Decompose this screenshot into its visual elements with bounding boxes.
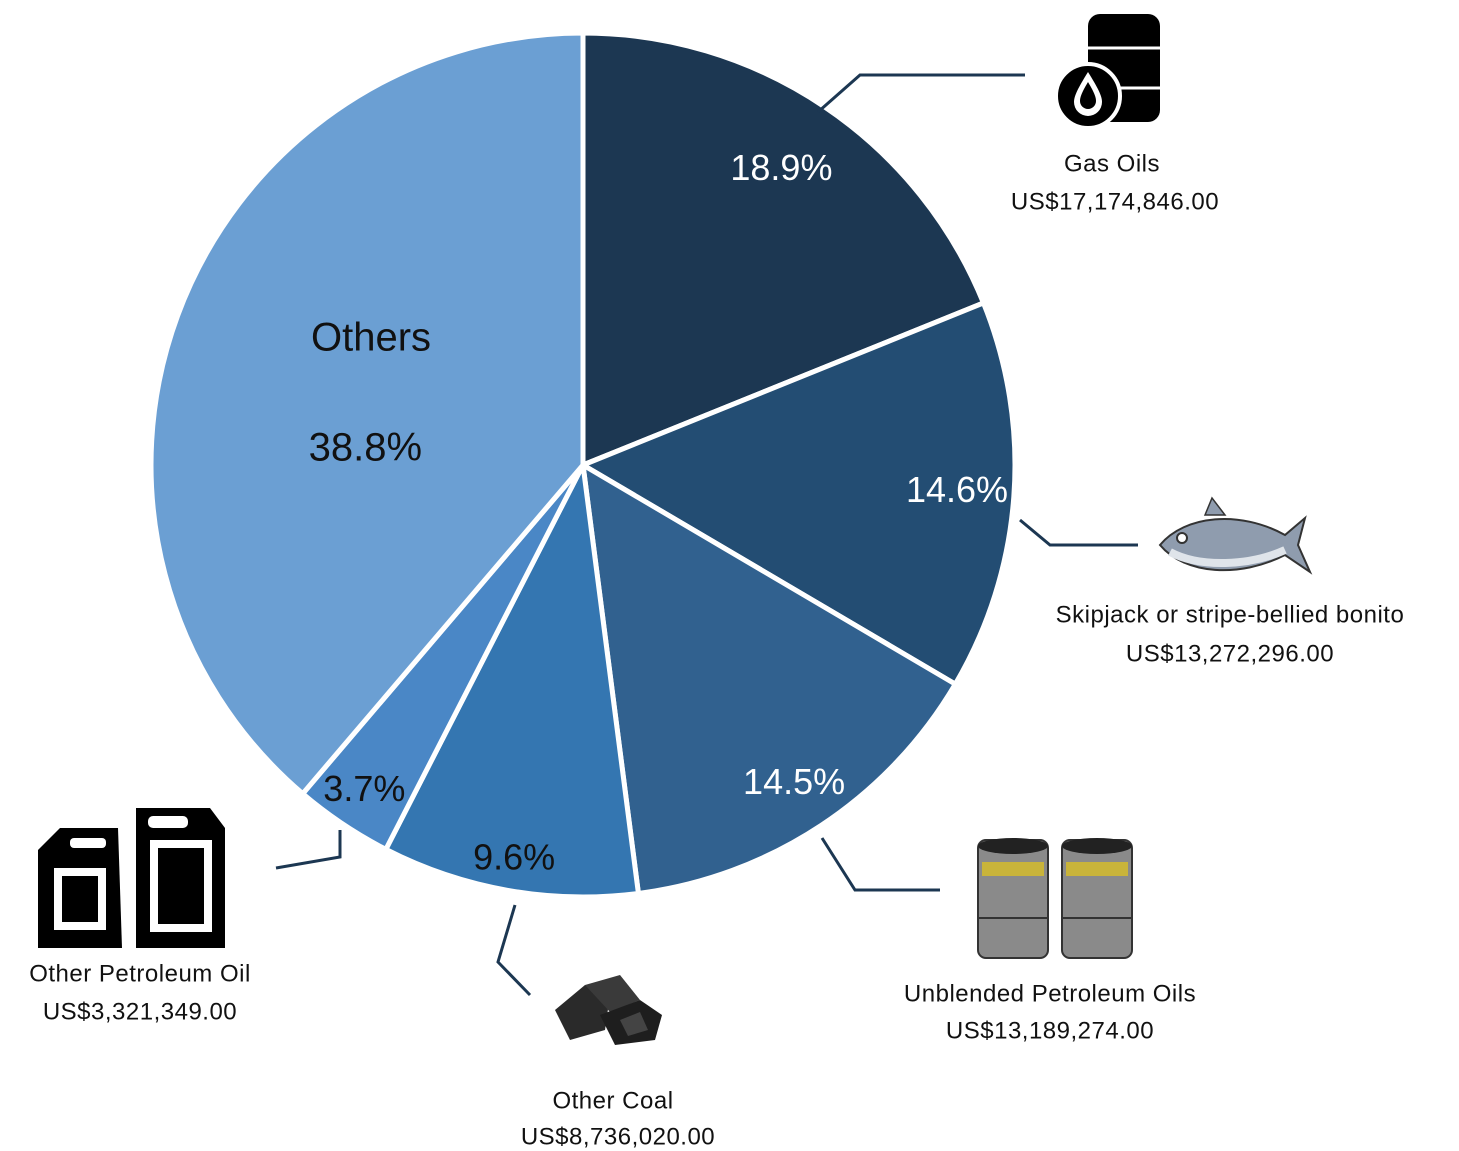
fish-icon [1160, 498, 1310, 572]
category-label: Unblended Petroleum Oils [904, 980, 1196, 1007]
category-label: Skipjack or stripe-bellied bonito [1056, 601, 1405, 628]
leader-line [1020, 520, 1138, 545]
leader-line [822, 838, 940, 890]
category-label: Other Coal [552, 1087, 673, 1114]
chart: Gas Oils US$17,174,846.00 Skipjack or st… [0, 0, 1459, 1151]
value-label: 18.9% [730, 147, 832, 188]
amount-label: US$13,189,274.00 [946, 1017, 1154, 1044]
leader-line [276, 830, 340, 868]
amount-label: US$3,321,349.00 [43, 998, 237, 1025]
value-label: 3.7% [323, 768, 405, 809]
page: {"chart_data": {"type": "pie", "categori… [0, 0, 1459, 1151]
coal-icon [555, 975, 662, 1045]
category-label: Other Petroleum Oil [29, 960, 251, 987]
amount-label: US$13,272,296.00 [1126, 640, 1334, 667]
value-label: 38.8% [309, 425, 422, 469]
amount-label: US$17,174,846.00 [1011, 188, 1219, 215]
barrels-icon [978, 838, 1132, 958]
oil-barrel-icon [1056, 14, 1160, 128]
amount-label: US$8,736,020.00 [521, 1123, 715, 1150]
leader-line [498, 905, 530, 995]
value-label: 9.6% [473, 837, 555, 878]
category-label: Others [311, 316, 431, 360]
value-label: 14.5% [743, 761, 845, 802]
value-label: 14.6% [906, 469, 1008, 510]
jerrycan-icon [38, 808, 225, 948]
category-label: Gas Oils [1064, 150, 1160, 177]
leader-line [818, 75, 1025, 112]
pie [151, 33, 1015, 897]
